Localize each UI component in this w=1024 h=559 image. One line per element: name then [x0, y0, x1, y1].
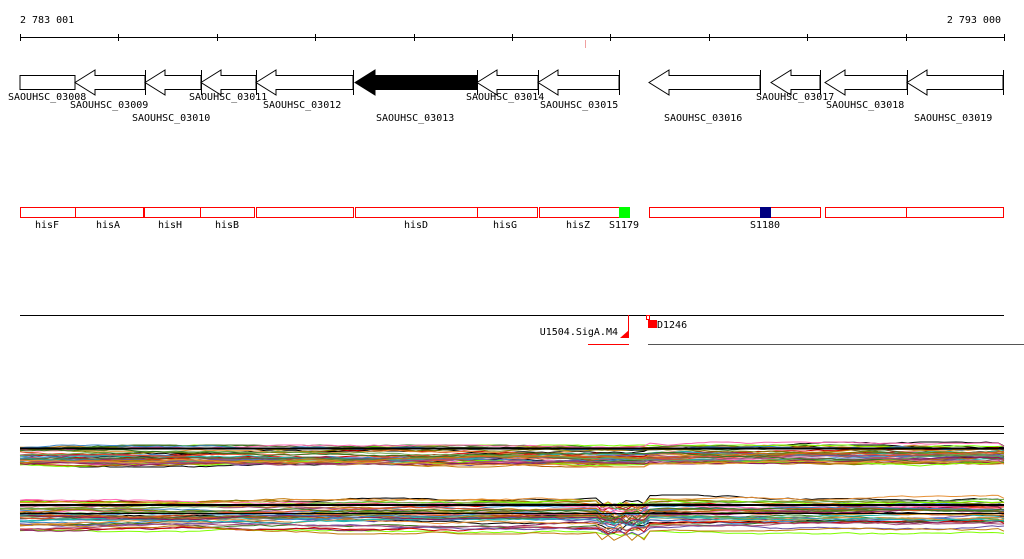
ruler-end-label: 2 793 000	[947, 15, 1001, 26]
gene-label[interactable]: SAOUHSC_03008	[8, 92, 86, 103]
expression-line	[19, 504, 1005, 525]
expression-line	[19, 498, 1005, 511]
gene-arrow[interactable]	[648, 69, 761, 96]
gene-SAOUHSC_03015[interactable]: SAOUHSC_03015	[537, 69, 620, 111]
gene-SAOUHSC_03009[interactable]: SAOUHSC_03009	[70, 69, 148, 111]
regulatory-track: U1504.SigA.M4 D1246	[20, 315, 1024, 345]
feature-label[interactable]: hisA	[96, 220, 120, 231]
feature-label[interactable]: hisD	[404, 220, 428, 231]
gene-arrow[interactable]	[19, 75, 76, 90]
gene-label[interactable]: SAOUHSC_03009	[70, 100, 148, 111]
gene-label[interactable]: SAOUHSC_03012	[263, 100, 341, 111]
gene-label[interactable]: SAOUHSC_03011	[189, 92, 267, 103]
gene-label[interactable]: SAOUHSC_03016	[664, 113, 742, 124]
feature-label[interactable]: S1179	[609, 220, 639, 231]
expression-line	[19, 506, 1005, 519]
expression-line	[19, 494, 1005, 510]
feature-label[interactable]: hisG	[493, 220, 517, 231]
feature-label[interactable]: hisB	[215, 220, 239, 231]
gene-label[interactable]: SAOUHSC_03019	[914, 113, 992, 124]
feature-label[interactable]: hisF	[35, 220, 59, 231]
gene-SAOUHSC_03016[interactable]: SAOUHSC_03016	[648, 69, 761, 124]
promoter-label[interactable]: U1504.SigA.M4	[540, 327, 618, 338]
expression-line	[19, 508, 1005, 524]
feature-track: hisF hisA hisH hisB hisD hisG hisZ S1179 S1180	[20, 207, 1004, 231]
gene-SAOUHSC_03012[interactable]: SAOUHSC_03012	[255, 69, 354, 111]
ruler: 2 783 001 2 793 000	[20, 15, 1005, 48]
expression-line	[19, 522, 1004, 533]
gene-SAOUHSC_03019[interactable]: SAOUHSC_03019	[906, 69, 1004, 124]
gene-label[interactable]: SAOUHSC_03013	[376, 113, 454, 124]
feature-box[interactable]	[906, 207, 1004, 218]
gene-SAOUHSC_03008[interactable]: SAOUHSC_03008	[8, 75, 86, 104]
feature-label[interactable]: hisZ	[566, 220, 590, 231]
feature-box[interactable]	[649, 207, 821, 218]
expression-line	[19, 507, 1005, 519]
feature-box[interactable]	[20, 207, 76, 218]
expression-line	[19, 456, 1005, 467]
expression-line	[19, 459, 1005, 468]
feature-box[interactable]	[477, 207, 538, 218]
expression-line	[19, 519, 1005, 535]
s1180-marker[interactable]	[760, 207, 771, 218]
expression-line	[19, 448, 1005, 464]
feature-box[interactable]	[144, 207, 201, 218]
feature-label[interactable]: hisH	[158, 220, 182, 231]
s1179-marker[interactable]	[619, 207, 630, 218]
gene-arrow[interactable]	[824, 69, 908, 96]
gene-label[interactable]: SAOUHSC_03014	[466, 92, 544, 103]
expression-line	[19, 528, 1005, 540]
gene-SAOUHSC_03014[interactable]: SAOUHSC_03014	[466, 69, 544, 103]
d1246-marker[interactable]	[648, 320, 657, 328]
gene-arrow[interactable]	[255, 69, 354, 96]
feature-box[interactable]	[825, 207, 907, 218]
d1246-label[interactable]: D1246	[657, 320, 687, 331]
expression-line	[19, 524, 1005, 541]
promoter-triangle-icon[interactable]	[620, 330, 629, 338]
expression-line	[19, 449, 1005, 463]
feature-box[interactable]	[355, 207, 478, 218]
ruler-start-label: 2 783 001	[20, 15, 74, 26]
feature-box[interactable]	[539, 207, 620, 218]
gene-label[interactable]: SAOUHSC_03010	[132, 113, 210, 124]
expression-line	[19, 448, 1005, 455]
expression-track-2	[19, 494, 1005, 541]
gene-arrow[interactable]	[537, 69, 620, 96]
gene-label[interactable]: SAOUHSC_03015	[540, 100, 618, 111]
gene-SAOUHSC_03013[interactable]: SAOUHSC_03013	[354, 69, 478, 124]
gene-arrow[interactable]	[906, 69, 1004, 96]
gene-label[interactable]: SAOUHSC_03017	[756, 92, 834, 103]
gene-SAOUHSC_03017[interactable]: SAOUHSC_03017	[756, 69, 834, 103]
feature-box[interactable]	[200, 207, 255, 218]
feature-box[interactable]	[256, 207, 354, 218]
gene-label[interactable]: SAOUHSC_03018	[826, 100, 904, 111]
expression-track-1	[19, 426, 1005, 468]
feature-label[interactable]: S1180	[750, 220, 780, 231]
gene-arrow[interactable]	[354, 69, 478, 96]
gene-SAOUHSC_03018[interactable]: SAOUHSC_03018	[824, 69, 908, 111]
feature-box[interactable]	[75, 207, 144, 218]
d1246-marker-open	[646, 315, 650, 320]
